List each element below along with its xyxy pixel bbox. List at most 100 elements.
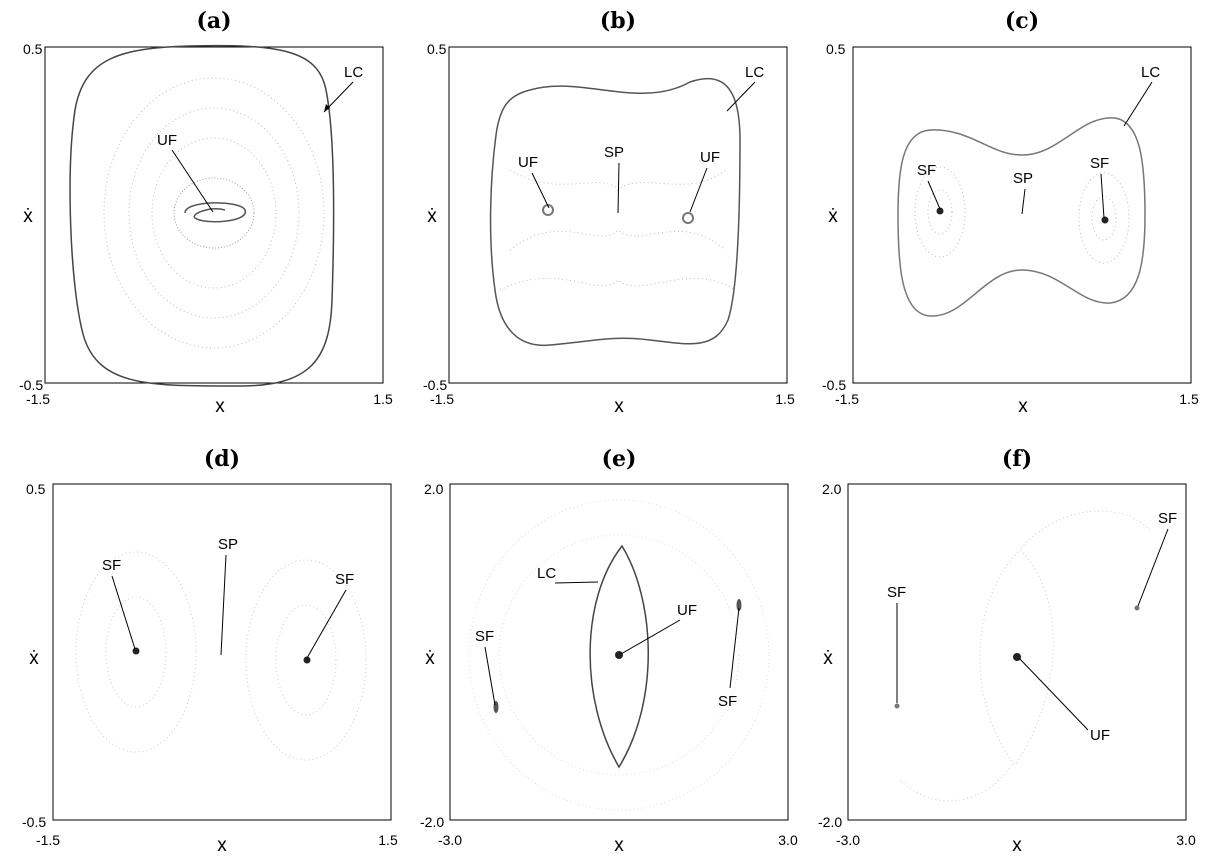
panel-b-limit-cycle bbox=[489, 77, 741, 347]
panel-f-ytick-bottom: -2.0 bbox=[818, 814, 842, 830]
panel-f-unstable-focus bbox=[1013, 653, 1021, 661]
panel-f-stable-focus-right bbox=[1134, 605, 1140, 611]
panel-e-trajectory-dots bbox=[468, 499, 770, 811]
panel-c-xtick-left: -1.5 bbox=[835, 391, 859, 407]
panel-c-ylabel: ẋ bbox=[828, 206, 838, 227]
panel-c-label-lc: LC bbox=[1141, 64, 1160, 81]
panel-c-label-sp: SP bbox=[1013, 170, 1033, 187]
panel-f-label-uf: UF bbox=[1090, 727, 1110, 744]
panel-c-label-sf-left: SF bbox=[917, 162, 936, 179]
panel-b-arrow-lc bbox=[726, 81, 756, 112]
panel-b-label-uf-right: UF bbox=[700, 149, 720, 166]
panel-e-xtick-left: -3.0 bbox=[438, 832, 462, 848]
panel-a-ytick-bottom: -0.5 bbox=[19, 377, 43, 393]
panel-d-label-sf-right: SF bbox=[335, 571, 354, 588]
panel-e-arrow-sf-left bbox=[484, 646, 496, 706]
panel-d-frame bbox=[52, 483, 392, 821]
panel-c-ytick-top: 0.5 bbox=[826, 41, 846, 57]
panel-a-arrowhead-lc bbox=[324, 104, 330, 112]
panel-b-arrow-uf-left bbox=[531, 172, 550, 209]
panel-c: (c) 0.5 -0.5 -1.5 1.5 x ẋ LC SF SP SF bbox=[822, 8, 1199, 417]
panel-b-unstable-focus-right bbox=[682, 212, 694, 224]
panel-f-title: (f) bbox=[1002, 446, 1032, 472]
panel-d-ylabel: ẋ bbox=[29, 648, 39, 669]
panel-b-xlabel: x bbox=[614, 396, 624, 417]
panel-c-arrow-sf-right bbox=[1100, 173, 1105, 219]
panel-f-xtick-right: 3.0 bbox=[1176, 832, 1196, 848]
panel-d-title: (d) bbox=[204, 446, 240, 472]
panel-a-frame bbox=[44, 46, 384, 384]
panel-d-xtick-left: -1.5 bbox=[36, 832, 60, 848]
panel-b-title: (b) bbox=[600, 8, 636, 34]
panel-c-arrow-lc bbox=[1123, 81, 1153, 127]
panel-d-xlabel: x bbox=[217, 835, 227, 856]
panel-c-arrow-sf-left bbox=[927, 180, 941, 210]
panel-c-trajectory-dots bbox=[914, 166, 1130, 264]
panel-d: (d) 0.5 -0.5 -1.5 1.5 x ẋ SF SP SF bbox=[22, 446, 398, 856]
panel-b-label-uf-left: UF bbox=[518, 154, 538, 171]
panel-c-label-sf-right: SF bbox=[1090, 155, 1109, 172]
panel-f-xlabel: x bbox=[1012, 835, 1022, 856]
panel-d-stable-focus-right bbox=[303, 656, 311, 664]
panel-d-label-sp: SP bbox=[218, 536, 238, 553]
panel-e-stable-focus-right bbox=[736, 599, 742, 611]
panel-a-arrow-uf bbox=[171, 149, 214, 213]
panel-b-ylabel: ẋ bbox=[427, 206, 437, 227]
panel-e-label-sf-right: SF bbox=[718, 693, 737, 710]
panel-e-limit-cycle bbox=[589, 544, 649, 769]
panel-a: (a) 0.5 -0.5 -1.5 1.5 x ẋ LC UF bbox=[19, 8, 393, 417]
panel-e-label-uf: UF bbox=[677, 602, 697, 619]
panel-c-arrow-sp bbox=[1021, 188, 1026, 215]
panel-f-ytick-top: 2.0 bbox=[822, 481, 842, 497]
panel-d-arrow-sf-right bbox=[306, 589, 347, 659]
panel-f-label-sf-left: SF bbox=[887, 584, 906, 601]
panel-e-arrow-uf bbox=[620, 619, 681, 655]
panel-a-unstable-focus bbox=[184, 202, 246, 223]
panel-c-title: (c) bbox=[1005, 8, 1039, 34]
panel-e-arrow-sf-right bbox=[729, 607, 740, 689]
panel-b-label-lc: LC bbox=[745, 64, 764, 81]
panel-e-frame bbox=[449, 483, 789, 821]
panel-e: (e) 2.0 -2.0 -3.0 3.0 x ẋ LC UF SF SF bbox=[420, 446, 798, 856]
panel-c-stable-focus-left bbox=[936, 207, 944, 215]
panel-b-xtick-right: 1.5 bbox=[775, 391, 795, 407]
panel-a-limit-cycle bbox=[69, 44, 335, 387]
panel-e-arrow-lc bbox=[554, 581, 599, 584]
panel-c-stable-focus-right bbox=[1101, 216, 1109, 224]
panel-f-xtick-left: -3.0 bbox=[836, 832, 860, 848]
panel-b-arrow-uf-right bbox=[689, 167, 708, 213]
panel-c-frame bbox=[852, 46, 1192, 384]
panel-a-xtick-left: -1.5 bbox=[26, 391, 50, 407]
panel-c-xlabel: x bbox=[1018, 396, 1028, 417]
panel-e-ytick-bottom: -2.0 bbox=[420, 814, 444, 830]
panel-a-title: (a) bbox=[196, 8, 231, 34]
panel-e-ylabel: ẋ bbox=[425, 648, 435, 669]
panel-a-label-lc: LC bbox=[344, 64, 363, 81]
panel-f-label-sf-right: SF bbox=[1158, 510, 1177, 527]
panel-b-xtick-left: -1.5 bbox=[430, 391, 454, 407]
panel-b-frame bbox=[448, 46, 788, 384]
panel-a-xlabel: x bbox=[215, 396, 225, 417]
panel-d-ytick-bottom: -0.5 bbox=[22, 814, 46, 830]
panel-d-xtick-right: 1.5 bbox=[378, 832, 398, 848]
panel-e-xlabel: x bbox=[614, 835, 624, 856]
panel-f-arrow-uf bbox=[1018, 657, 1089, 731]
panel-b: (b) 0.5 -0.5 -1.5 1.5 x ẋ LC UF SP UF bbox=[423, 8, 795, 417]
panel-f-stable-focus-left bbox=[894, 703, 900, 709]
panel-f: (f) 2.0 -2.0 -3.0 3.0 x ẋ SF SF UF bbox=[818, 446, 1196, 856]
panel-a-label-uf: UF bbox=[157, 132, 177, 149]
panel-d-arrow-sf-left bbox=[111, 575, 136, 650]
panel-a-ytick-top: 0.5 bbox=[23, 41, 43, 57]
panel-d-arrow-sp bbox=[220, 554, 227, 656]
panel-f-trajectory-dots bbox=[899, 510, 1151, 802]
panel-f-ylabel: ẋ bbox=[823, 648, 833, 669]
panel-b-ytick-bottom: -0.5 bbox=[423, 377, 447, 393]
panel-b-arrow-sp bbox=[617, 162, 620, 214]
panel-e-title: (e) bbox=[602, 446, 637, 472]
panel-d-ytick-top: 0.5 bbox=[26, 481, 46, 497]
panel-e-xtick-right: 3.0 bbox=[778, 832, 798, 848]
panel-c-limit-cycle bbox=[897, 117, 1146, 317]
panel-b-ytick-top: 0.5 bbox=[427, 41, 447, 57]
panel-e-ytick-top: 2.0 bbox=[424, 481, 444, 497]
panel-d-trajectory-dots bbox=[75, 551, 367, 761]
